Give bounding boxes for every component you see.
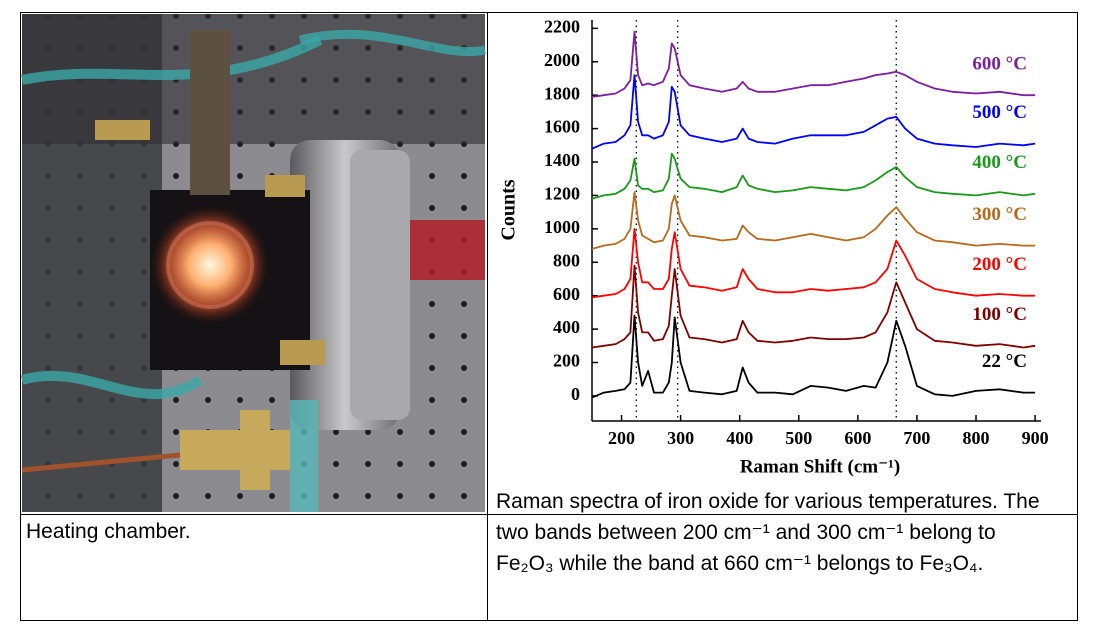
y-tick-label: 400 [553,317,580,337]
x-tick-label: 200 [608,428,635,448]
y-tick-label: 1000 [544,217,580,237]
y-tick-label: 2200 [544,16,580,36]
y-tick-label: 600 [553,284,580,304]
x-axis-label: Raman Shift (cm⁻¹) [740,456,900,477]
series-label: 400 °C [972,152,1027,173]
y-tick-label: 2000 [544,50,580,70]
x-tick-label: 300 [667,428,694,448]
chart: Counts Raman Shift (cm⁻¹) 0 200 400 600 800 1… [498,16,1049,477]
y-tick-label: 800 [553,250,580,270]
photo [20,14,486,512]
series-label: 200 °C [972,254,1027,275]
x-tick-label: 700 [903,428,930,448]
spectrum-line [591,30,1036,98]
series-label: 600 °C [972,54,1027,75]
x-tick-label: 600 [844,428,871,448]
spectrum-line [591,74,1036,150]
y-tick-label: 1200 [544,184,580,204]
x-tick-label: 800 [963,428,990,448]
spectrum-line [591,228,1036,299]
y-tick-label: 1600 [544,117,580,137]
x-tick-label: 500 [785,428,812,448]
x-tick-label: 900 [1022,428,1049,448]
x-tick-label: 400 [726,428,753,448]
series-label: 500 °C [972,102,1027,123]
y-tick-label: 0 [571,384,580,404]
series-label: 22 °C [982,351,1027,372]
y-tick-label: 1400 [544,150,580,170]
y-axis-label: Counts [498,179,520,240]
y-tick-label: 1800 [544,83,580,103]
table-borders [20,12,1078,621]
spectrum-line [591,191,1036,250]
series-label: 300 °C [972,204,1027,225]
series-label: 100 °C [972,304,1027,325]
spectrum-line [591,314,1036,399]
spectrum-line [591,152,1036,200]
y-tick-label: 200 [553,351,580,371]
right-caption: Raman spectra of iron oxide for various … [496,490,1040,575]
left-caption: Heating chamber. [26,520,191,543]
spectrum-line [591,264,1036,349]
